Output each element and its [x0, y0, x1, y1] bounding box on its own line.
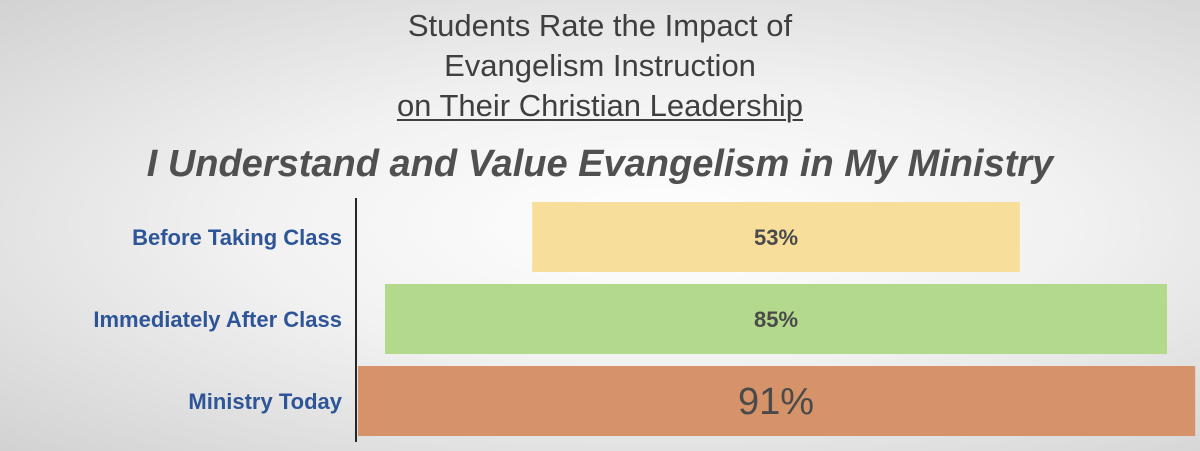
title-line-2: Evangelism Instruction: [444, 48, 756, 83]
title-line-1: Students Rate the Impact of: [407, 8, 793, 43]
chart-title: Students Rate the Impact of Evangelism I…: [0, 6, 1200, 126]
value-label: 85%: [754, 307, 798, 332]
value-label: 53%: [754, 225, 798, 250]
chart-subtitle: I Understand and Value Evangelism in My …: [146, 143, 1054, 185]
bar-chart: 53% Before Taking Class 85% Immediately Aft…: [93, 198, 1196, 442]
title-line-3: on Their Christian Leadership: [396, 88, 804, 123]
category-label: Immediately After Class: [93, 307, 342, 332]
value-label: 91%: [738, 381, 814, 423]
category-label: Before Taking Class: [132, 225, 342, 250]
category-label: Ministry Today: [188, 389, 342, 414]
bar: [532, 202, 1020, 272]
bar: [358, 366, 1196, 436]
bar: [385, 284, 1167, 354]
